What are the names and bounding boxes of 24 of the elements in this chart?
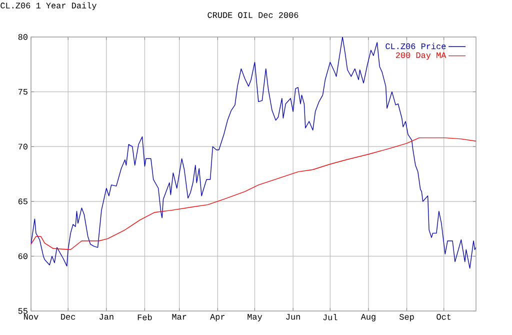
x-tick-label: Nov bbox=[24, 314, 38, 320]
x-tick-label: Jan bbox=[100, 314, 114, 320]
legend-label: 200 Day MA bbox=[396, 52, 446, 60]
chart-title: CRUDE OIL Dec 2006 bbox=[208, 12, 298, 18]
x-tick-label: Feb bbox=[138, 314, 152, 320]
x-tick-label: Jun bbox=[286, 314, 300, 320]
x-tick-label: Apr bbox=[210, 314, 225, 322]
line-series bbox=[31, 137, 476, 250]
y-tick-label: 55 bbox=[18, 308, 28, 314]
x-tick-label: May bbox=[248, 314, 262, 322]
y-tick-label: 60 bbox=[18, 253, 28, 260]
x-tick-label: Aug bbox=[360, 314, 376, 322]
x-tick-label: Mar bbox=[172, 314, 186, 320]
y-tick-label: 65 bbox=[18, 198, 28, 204]
x-tick-label: Oct bbox=[436, 314, 451, 320]
legend-label: CL.Z06 Price bbox=[386, 42, 446, 50]
x-tick-label: Jul bbox=[323, 314, 338, 320]
y-tick-label: 75 bbox=[18, 88, 28, 95]
x-tick-label: Sep bbox=[399, 314, 414, 322]
x-tick-label: Dec bbox=[61, 314, 76, 320]
line-series bbox=[31, 37, 476, 269]
y-tick-label: 70 bbox=[18, 144, 28, 150]
y-tick-label: 80 bbox=[18, 34, 28, 40]
chart-subtitle: CL.Z06 1 Year Daily bbox=[0, 2, 96, 10]
